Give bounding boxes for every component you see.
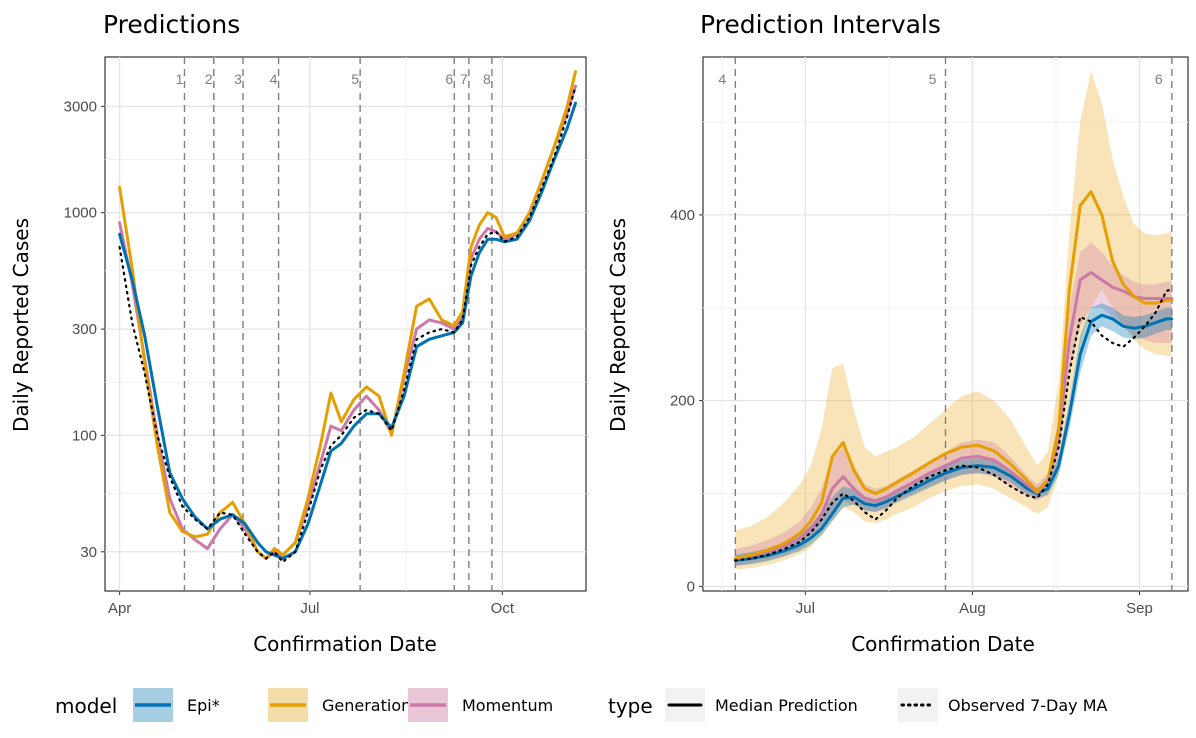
prediction-intervals-title: Prediction Intervals bbox=[700, 10, 941, 39]
intervals-y-axis-title: Daily Reported Cases bbox=[606, 218, 630, 432]
series-momentum bbox=[733, 271, 1174, 560]
intervals-x-axis-title: Confirmation Date bbox=[851, 632, 1035, 656]
y-tick-label: 1000 bbox=[64, 205, 97, 222]
y-tick-label: 30 bbox=[80, 544, 97, 561]
band-epi- bbox=[735, 303, 1172, 566]
intervals-x-axis: Jul Aug Sep bbox=[796, 591, 1153, 617]
legend-label: Generation bbox=[322, 696, 411, 715]
predictions-series bbox=[118, 70, 577, 564]
event-label-4: 4 bbox=[718, 71, 726, 87]
y-tick-label: 0 bbox=[687, 578, 695, 595]
series-momentum bbox=[118, 84, 577, 560]
prediction-intervals-panel: Prediction Intervals 4 5 6 0 200 400 Jul Aug S… bbox=[606, 10, 1189, 656]
x-tick-label: Oct bbox=[491, 600, 515, 617]
series-observed-7-day-ma bbox=[734, 288, 1173, 562]
legend-label: Momentum bbox=[462, 696, 553, 715]
predictions-y-axis: 30 100 300 1000 3000 bbox=[64, 98, 105, 561]
legend-model-title: model bbox=[55, 694, 117, 718]
intervals-event-lines: 4 5 6 bbox=[718, 57, 1173, 591]
legend-item-observed-7-day-ma: Observed 7-Day MA bbox=[898, 688, 1108, 722]
legend-label: Median Prediction bbox=[715, 696, 858, 715]
y-tick-label: 3000 bbox=[64, 98, 97, 115]
y-tick-label: 200 bbox=[670, 393, 695, 410]
event-label-6: 6 bbox=[445, 71, 453, 87]
x-tick-label: Sep bbox=[1126, 600, 1153, 617]
event-label-4: 4 bbox=[270, 71, 278, 87]
legend-label: Epi* bbox=[187, 696, 220, 715]
predictions-title: Predictions bbox=[103, 10, 240, 39]
legend-item-momentum: Momentum bbox=[408, 688, 553, 722]
legend: model Epi* Generation Momentum type Median… bbox=[55, 688, 1108, 722]
x-tick-label: Jul bbox=[300, 600, 319, 617]
x-tick-label: Jul bbox=[796, 600, 815, 617]
y-tick-label: 100 bbox=[72, 427, 97, 444]
event-label-2: 2 bbox=[205, 71, 213, 87]
predictions-y-axis-title: Daily Reported Cases bbox=[9, 218, 33, 432]
intervals-y-axis: 0 200 400 bbox=[670, 207, 703, 595]
legend-label: Observed 7-Day MA bbox=[948, 696, 1108, 715]
legend-type-items: Median Prediction Observed 7-Day MA bbox=[665, 688, 1108, 722]
y-tick-label: 300 bbox=[72, 321, 97, 338]
y-tick-label: 400 bbox=[670, 207, 695, 224]
event-label-5: 5 bbox=[351, 71, 359, 87]
predictions-plot-area bbox=[104, 56, 587, 592]
band-momentum bbox=[735, 242, 1172, 566]
event-label-1: 1 bbox=[176, 71, 184, 87]
series-observed-7-day-ma bbox=[118, 85, 577, 564]
predictions-x-axis: Apr Jul Oct bbox=[108, 591, 515, 617]
x-tick-label: Aug bbox=[959, 600, 986, 617]
legend-item-median-prediction: Median Prediction bbox=[665, 688, 858, 722]
legend-item-epi-: Epi* bbox=[133, 688, 220, 722]
legend-model-items: Epi* Generation Momentum bbox=[133, 688, 553, 722]
series-generation bbox=[118, 70, 577, 560]
x-tick-label: Apr bbox=[108, 600, 131, 617]
event-label-3: 3 bbox=[234, 71, 242, 87]
series-epi- bbox=[118, 101, 577, 560]
event-label-7: 7 bbox=[460, 71, 468, 87]
legend-type-title: type bbox=[608, 694, 653, 718]
event-label-5: 5 bbox=[929, 71, 937, 87]
intervals-series bbox=[733, 190, 1174, 562]
series-generation bbox=[733, 190, 1174, 560]
event-label-8: 8 bbox=[483, 71, 491, 87]
legend-item-generation: Generation bbox=[268, 688, 411, 722]
event-label-6: 6 bbox=[1155, 71, 1163, 87]
predictions-x-axis-title: Confirmation Date bbox=[253, 632, 437, 656]
